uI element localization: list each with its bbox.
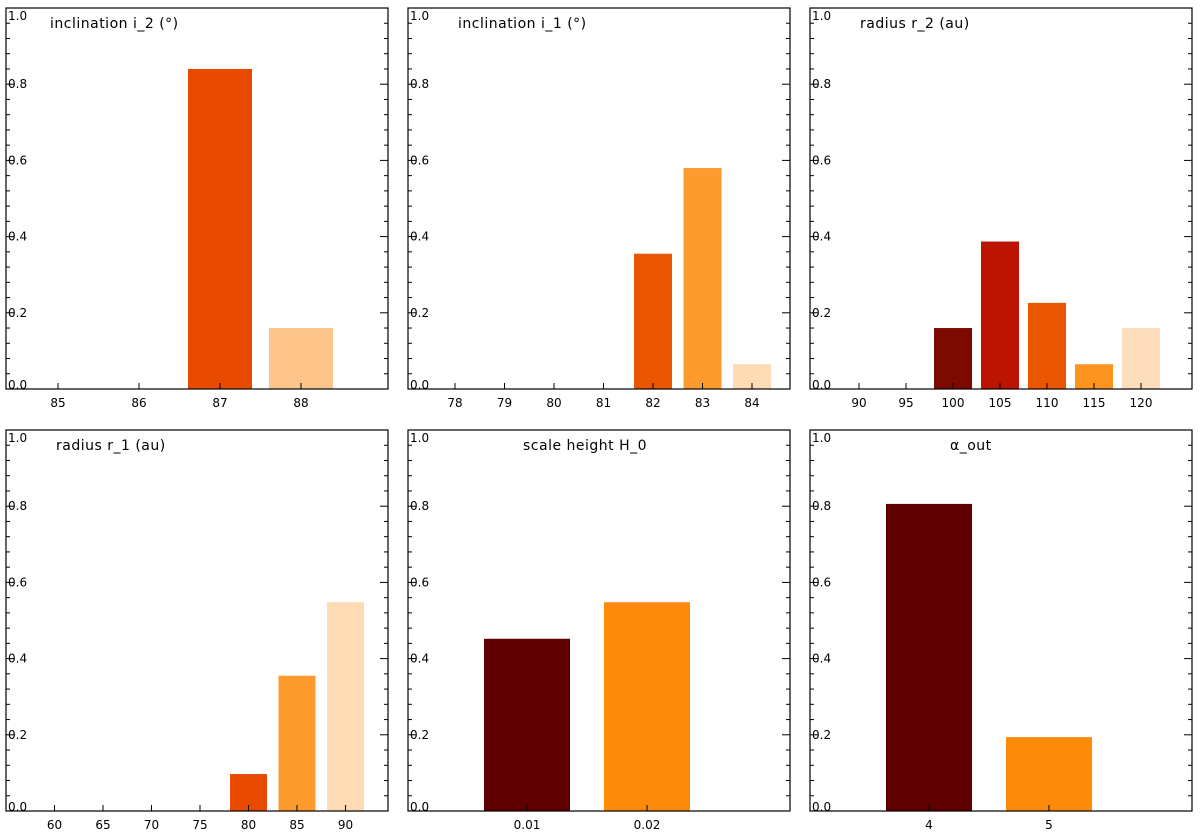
y-tick-label: 0.2 [410,728,429,742]
y-tick-label: 0.8 [410,77,429,91]
panel-4: 0.0 0.2 0.4 0.6 0.8 1.0 60 65 70 75 80 85 90 radius r… [5,429,389,832]
y-tick-label: 0.8 [812,77,831,91]
x-tick-label: 115 [1083,396,1106,410]
panel-2: 0.0 0.2 0.4 0.6 0.8 1.0 78 79 80 81 82 83 84 inclinat… [407,7,791,410]
bar-0.02 [604,602,690,811]
y-tick-label: 0.2 [8,306,27,320]
y-tick-label: 0.4 [410,230,429,244]
y-tick-label: 0.6 [410,575,429,589]
y-tick-label: 0.8 [410,499,429,513]
y-tick-label: 1.0 [8,431,27,445]
x-tick-label: 0.02 [634,818,661,832]
x-tick-label: 79 [497,396,512,410]
y-tick-label: 0.0 [410,800,429,814]
axes-frame [407,429,791,812]
y-tick-label: 1.0 [410,431,429,445]
panel-3: 0.0 0.2 0.4 0.6 0.8 1.0 90 95 100 105 110 115 120 rad… [809,7,1193,410]
bar-120 [1122,328,1160,389]
bar-82 [634,253,672,389]
x-tick-label: 105 [989,396,1012,410]
x-tick-label: 4 [925,818,933,832]
x-tick-label: 82 [645,396,660,410]
y-tick-label: 0.8 [812,499,831,513]
x-tick-label: 80 [546,396,561,410]
bar-90 [327,602,364,811]
bar-4 [886,503,972,811]
y-tick-label: 0.4 [812,230,831,244]
panel-title: radius r_1 (au) [56,438,166,454]
y-tick-label: 0.8 [8,77,27,91]
panel-5: 0.0 0.2 0.4 0.6 0.8 1.0 0.01 0.02 scale height H… [407,429,791,832]
x-tick-label: 88 [293,396,308,410]
x-tick-label: 70 [144,818,159,832]
y-tick-label: 0.0 [8,378,27,392]
y-tick-label: 0.0 [812,800,831,814]
y-tick-label: 0.2 [812,306,831,320]
x-tick-label: 85 [289,818,304,832]
bar-0.01 [484,638,570,811]
x-tick-label: 84 [744,396,759,410]
y-tick-label: 1.0 [812,431,831,445]
bar-85 [278,675,316,811]
x-tick-label: 95 [898,396,913,410]
y-tick-label: 0.0 [812,378,831,392]
bar-110 [1028,302,1066,389]
axes-frame [5,429,389,812]
y-tick-label: 0.8 [8,499,27,513]
y-tick-label: 0.6 [812,575,831,589]
y-tick-label: 0.2 [410,306,429,320]
y-tick-label: 0.6 [8,575,27,589]
y-tick-label: 0.6 [8,153,27,167]
x-tick-label: 75 [192,818,207,832]
bar-105 [981,241,1019,389]
y-tick-label: 0.4 [812,652,831,666]
axes-frame [809,7,1193,390]
bar-80 [230,774,267,811]
panel-title: inclination i_2 (°) [50,16,179,32]
x-tick-label: 81 [596,396,611,410]
y-tick-label: 0.0 [410,378,429,392]
y-tick-label: 1.0 [410,9,429,23]
x-tick-label: 90 [851,396,866,410]
x-tick-label: 80 [241,818,256,832]
x-tick-label: 60 [47,818,62,832]
bar-88 [269,328,333,389]
panel-6: 0.0 0.2 0.4 0.6 0.8 1.0 4 5 α_out [809,429,1193,832]
y-tick-label: 0.0 [8,800,27,814]
y-tick-label: 1.0 [812,9,831,23]
bar-100 [934,328,972,389]
x-tick-label: 78 [447,396,462,410]
bar-87 [188,68,252,390]
x-tick-label: 90 [338,818,353,832]
panel-title: inclination i_1 (°) [458,16,587,32]
y-tick-label: 0.2 [8,728,27,742]
x-tick-label: 110 [1036,396,1059,410]
panel-1: 0.0 0.2 0.4 0.6 0.8 1.0 85 86 87 88 inclination i_… [5,7,389,410]
axes-frame [407,7,791,390]
x-tick-label: 85 [50,396,65,410]
x-tick-label: 5 [1045,818,1053,832]
y-tick-label: 0.4 [8,230,27,244]
x-tick-label: 0.01 [514,818,541,832]
x-tick-label: 86 [131,396,146,410]
bar-5 [1006,737,1092,811]
bar-83 [683,168,722,389]
axes-frame [5,7,389,390]
panel-title: scale height H_0 [523,438,647,454]
axes-frame [809,429,1193,812]
x-tick-label: 83 [695,396,710,410]
y-tick-label: 0.4 [8,652,27,666]
y-tick-label: 0.2 [812,728,831,742]
y-tick-label: 0.4 [410,652,429,666]
y-tick-label: 1.0 [8,9,27,23]
x-tick-label: 87 [212,396,227,410]
x-tick-label: 65 [95,818,110,832]
x-tick-label: 120 [1130,396,1153,410]
panel-title: α_out [950,438,992,454]
x-tick-label: 100 [942,396,965,410]
y-tick-label: 0.6 [410,153,429,167]
y-tick-label: 0.6 [812,153,831,167]
panel-title: radius r_2 (au) [860,16,970,32]
